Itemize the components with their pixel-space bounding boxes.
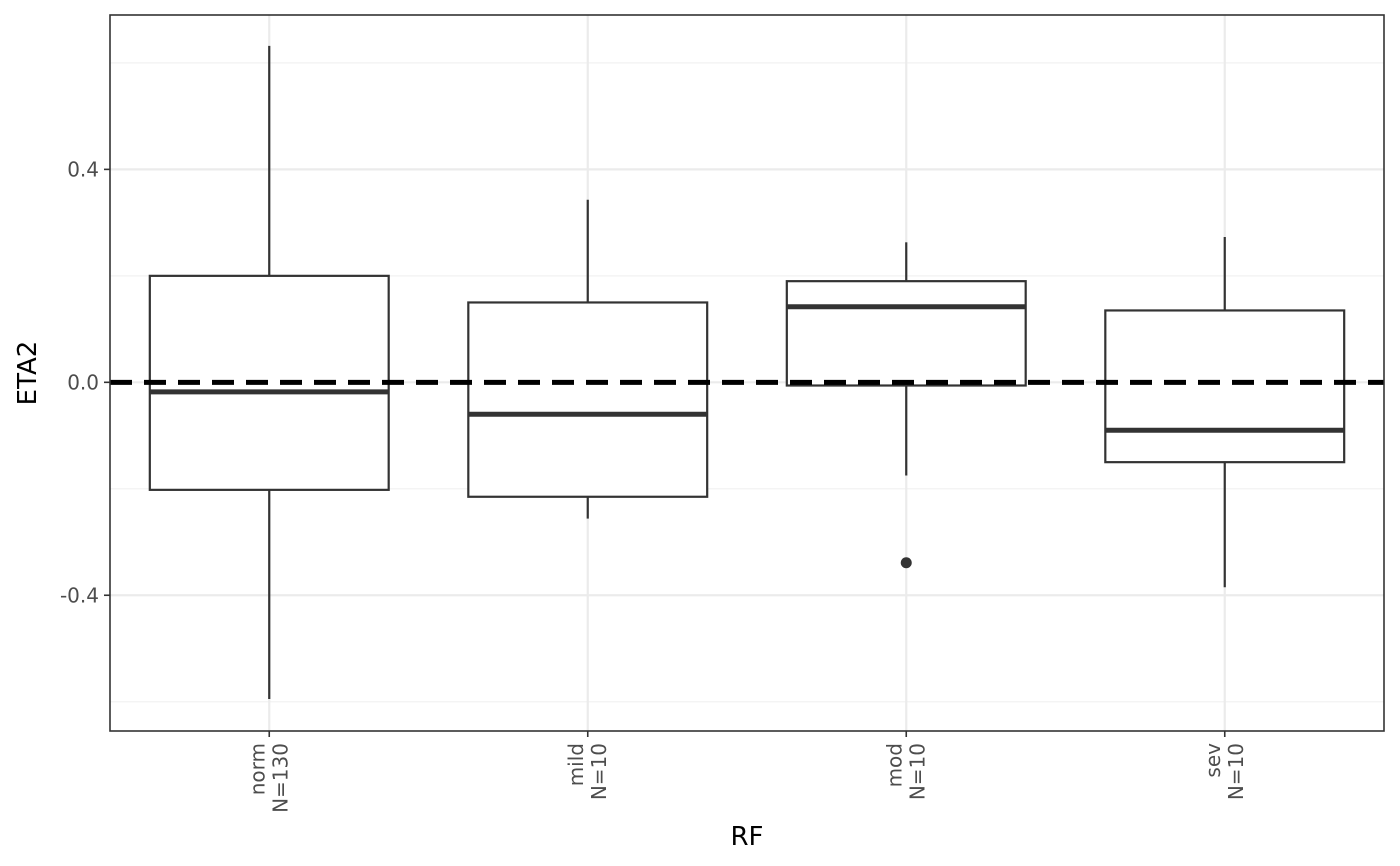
y-tick-label: 0.0 (67, 370, 99, 394)
y-axis-title: ETA2 (13, 341, 43, 406)
panel-border (109, 14, 1385, 732)
x-tick-label-count: N=10 (905, 743, 929, 800)
y-tick-label: 0.4 (67, 157, 99, 181)
box-body (785, 280, 1027, 387)
outlier-point (900, 557, 912, 569)
x-axis-title: RF (730, 822, 763, 852)
panel-frame-layer (109, 14, 1385, 732)
x-tick-label-name: mild (564, 743, 588, 786)
box-sev (1104, 236, 1346, 588)
box-mod (785, 242, 1027, 569)
box-body (467, 301, 709, 498)
box-mild (467, 199, 709, 519)
x-tick-label-name: mod (882, 743, 906, 787)
y-tick-label: -0.4 (60, 583, 99, 607)
x-tick-label-name: sev (1201, 743, 1225, 778)
x-tick-label-name: norm (245, 743, 269, 795)
x-tick-label-count: N=130 (268, 743, 292, 813)
x-tick-label-count: N=10 (1224, 743, 1248, 800)
x-tick-label-count: N=10 (587, 743, 611, 800)
box-body (1104, 309, 1346, 464)
